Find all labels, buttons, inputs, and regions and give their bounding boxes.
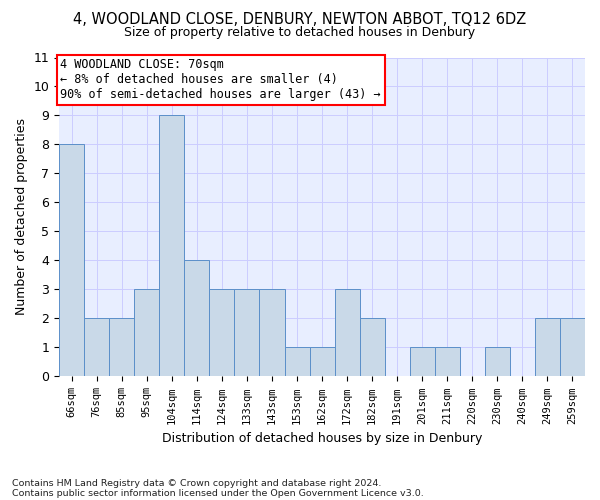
Bar [59,144,84,376]
Text: 4, WOODLAND CLOSE, DENBURY, NEWTON ABBOT, TQ12 6DZ: 4, WOODLAND CLOSE, DENBURY, NEWTON ABBOT… [73,12,527,28]
Bar [184,260,209,376]
Bar [535,318,560,376]
Bar [84,318,109,376]
Text: 4 WOODLAND CLOSE: 70sqm
← 8% of detached houses are smaller (4)
90% of semi-deta: 4 WOODLAND CLOSE: 70sqm ← 8% of detached… [61,58,381,101]
Text: Contains HM Land Registry data © Crown copyright and database right 2024.: Contains HM Land Registry data © Crown c… [12,478,382,488]
Text: Size of property relative to detached houses in Denbury: Size of property relative to detached ho… [124,26,476,39]
Bar [410,348,435,376]
Bar [284,348,310,376]
Bar [359,318,385,376]
Bar [560,318,585,376]
Y-axis label: Number of detached properties: Number of detached properties [15,118,28,316]
Bar [335,290,359,376]
Bar [109,318,134,376]
Bar [259,290,284,376]
X-axis label: Distribution of detached houses by size in Denbury: Distribution of detached houses by size … [162,432,482,445]
Bar [235,290,259,376]
Bar [134,290,160,376]
Bar [160,116,184,376]
Bar [209,290,235,376]
Bar [435,348,460,376]
Text: Contains public sector information licensed under the Open Government Licence v3: Contains public sector information licen… [12,488,424,498]
Bar [310,348,335,376]
Bar [485,348,510,376]
